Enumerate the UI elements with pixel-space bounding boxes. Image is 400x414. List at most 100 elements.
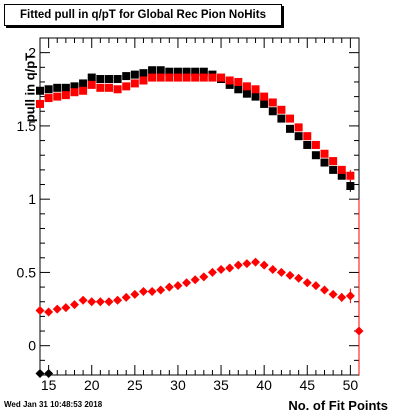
data-point-square — [242, 89, 251, 98]
data-point-square — [208, 73, 217, 82]
x-tick-label: 25 — [127, 377, 143, 393]
data-point-square — [87, 73, 96, 82]
data-point-square — [286, 124, 295, 133]
data-point-square — [96, 83, 105, 92]
x-tick-label: 40 — [256, 377, 272, 393]
data-point-square — [225, 80, 234, 89]
data-point-square — [217, 73, 226, 82]
data-point-square — [260, 99, 269, 108]
x-tick-label: 15 — [41, 377, 57, 393]
timestamp: Wed Jan 31 10:48:53 2018 — [4, 400, 103, 409]
data-point-square — [251, 85, 260, 94]
y-tick-label: 1 — [28, 191, 36, 207]
data-point-square — [113, 75, 122, 84]
data-point-diamond — [44, 369, 54, 379]
data-point-square — [122, 82, 131, 91]
data-point-diamond — [199, 272, 209, 282]
x-tick-label: 45 — [299, 377, 315, 393]
data-point-diamond — [95, 297, 105, 307]
data-point-diamond — [233, 260, 243, 270]
data-point-square — [130, 79, 139, 88]
data-point-square — [87, 80, 96, 89]
data-point-square — [53, 92, 62, 101]
data-point-square — [139, 76, 148, 85]
data-point-square — [191, 73, 200, 82]
data-point-square — [165, 73, 174, 82]
data-point-diamond — [61, 303, 71, 313]
data-point-diamond — [138, 286, 148, 296]
data-point-diamond — [337, 292, 347, 302]
data-point-diamond — [52, 304, 62, 314]
data-point-diamond — [302, 278, 312, 288]
data-point-square — [79, 79, 88, 88]
data-point-square — [96, 75, 105, 84]
data-point-square — [199, 73, 208, 82]
data-point-square — [199, 67, 208, 76]
data-point-diamond — [121, 292, 131, 302]
data-point-diamond — [156, 285, 166, 295]
data-point-diamond — [320, 285, 330, 295]
data-point-diamond — [268, 265, 278, 275]
data-point-square — [148, 73, 157, 82]
data-point-diamond — [190, 275, 200, 285]
y-tick-label: 2 — [28, 45, 36, 61]
data-point-diamond — [251, 257, 261, 267]
data-point-square — [182, 67, 191, 76]
data-point-square — [36, 86, 44, 95]
data-point-diamond — [328, 289, 338, 299]
data-point-square — [182, 73, 191, 82]
data-point-square — [36, 99, 44, 108]
y-tick-label: 0.5 — [17, 264, 37, 280]
data-point-square — [346, 181, 355, 190]
data-point-square — [303, 132, 312, 141]
data-point-diamond — [78, 295, 88, 305]
data-point-square — [234, 85, 243, 94]
data-point-square — [173, 67, 182, 76]
data-point-diamond — [345, 291, 355, 301]
data-point-square — [277, 105, 286, 114]
data-point-square — [320, 158, 329, 167]
chart-title-box: Fitted pull in q/pT for Global Rec Pion … — [4, 4, 282, 26]
data-point-diamond — [294, 273, 304, 283]
data-point-square — [329, 157, 338, 166]
x-axis-label: No. of Fit Points — [288, 398, 388, 413]
x-tick-label: 35 — [213, 377, 229, 393]
data-point-square — [337, 171, 346, 180]
data-point-square — [268, 98, 277, 107]
data-point-square — [268, 107, 277, 116]
data-point-square — [53, 83, 62, 92]
data-point-diamond — [285, 270, 295, 280]
data-point-square — [61, 91, 70, 100]
data-point-square — [104, 75, 113, 84]
data-point-diamond — [276, 267, 286, 277]
data-point-diamond — [35, 369, 45, 379]
data-point-diamond — [44, 307, 54, 317]
data-point-square — [294, 132, 303, 141]
data-point-square — [311, 151, 320, 160]
data-point-square — [286, 114, 295, 123]
x-tick-label: 50 — [343, 377, 359, 393]
data-point-square — [234, 77, 243, 86]
data-point-square — [44, 85, 53, 94]
data-point-diamond — [225, 263, 235, 273]
data-point-square — [156, 73, 165, 82]
y-tick-label: 1.5 — [17, 118, 37, 134]
data-point-diamond — [259, 260, 269, 270]
data-point-diamond — [182, 278, 192, 288]
data-point-square — [277, 114, 286, 123]
data-point-diamond — [207, 267, 217, 277]
data-point-square — [242, 82, 251, 91]
data-point-diamond — [113, 295, 123, 305]
data-point-square — [130, 70, 139, 79]
data-point-diamond — [173, 281, 183, 291]
data-point-square — [329, 165, 338, 174]
data-point-square — [191, 67, 200, 76]
data-point-square — [260, 92, 269, 101]
data-point-square — [225, 76, 234, 85]
data-point-diamond — [69, 300, 79, 310]
data-point-square — [70, 88, 79, 97]
data-point-diamond — [104, 297, 114, 307]
data-point-diamond — [354, 326, 364, 336]
data-point-square — [79, 86, 88, 95]
data-point-square — [303, 140, 312, 149]
